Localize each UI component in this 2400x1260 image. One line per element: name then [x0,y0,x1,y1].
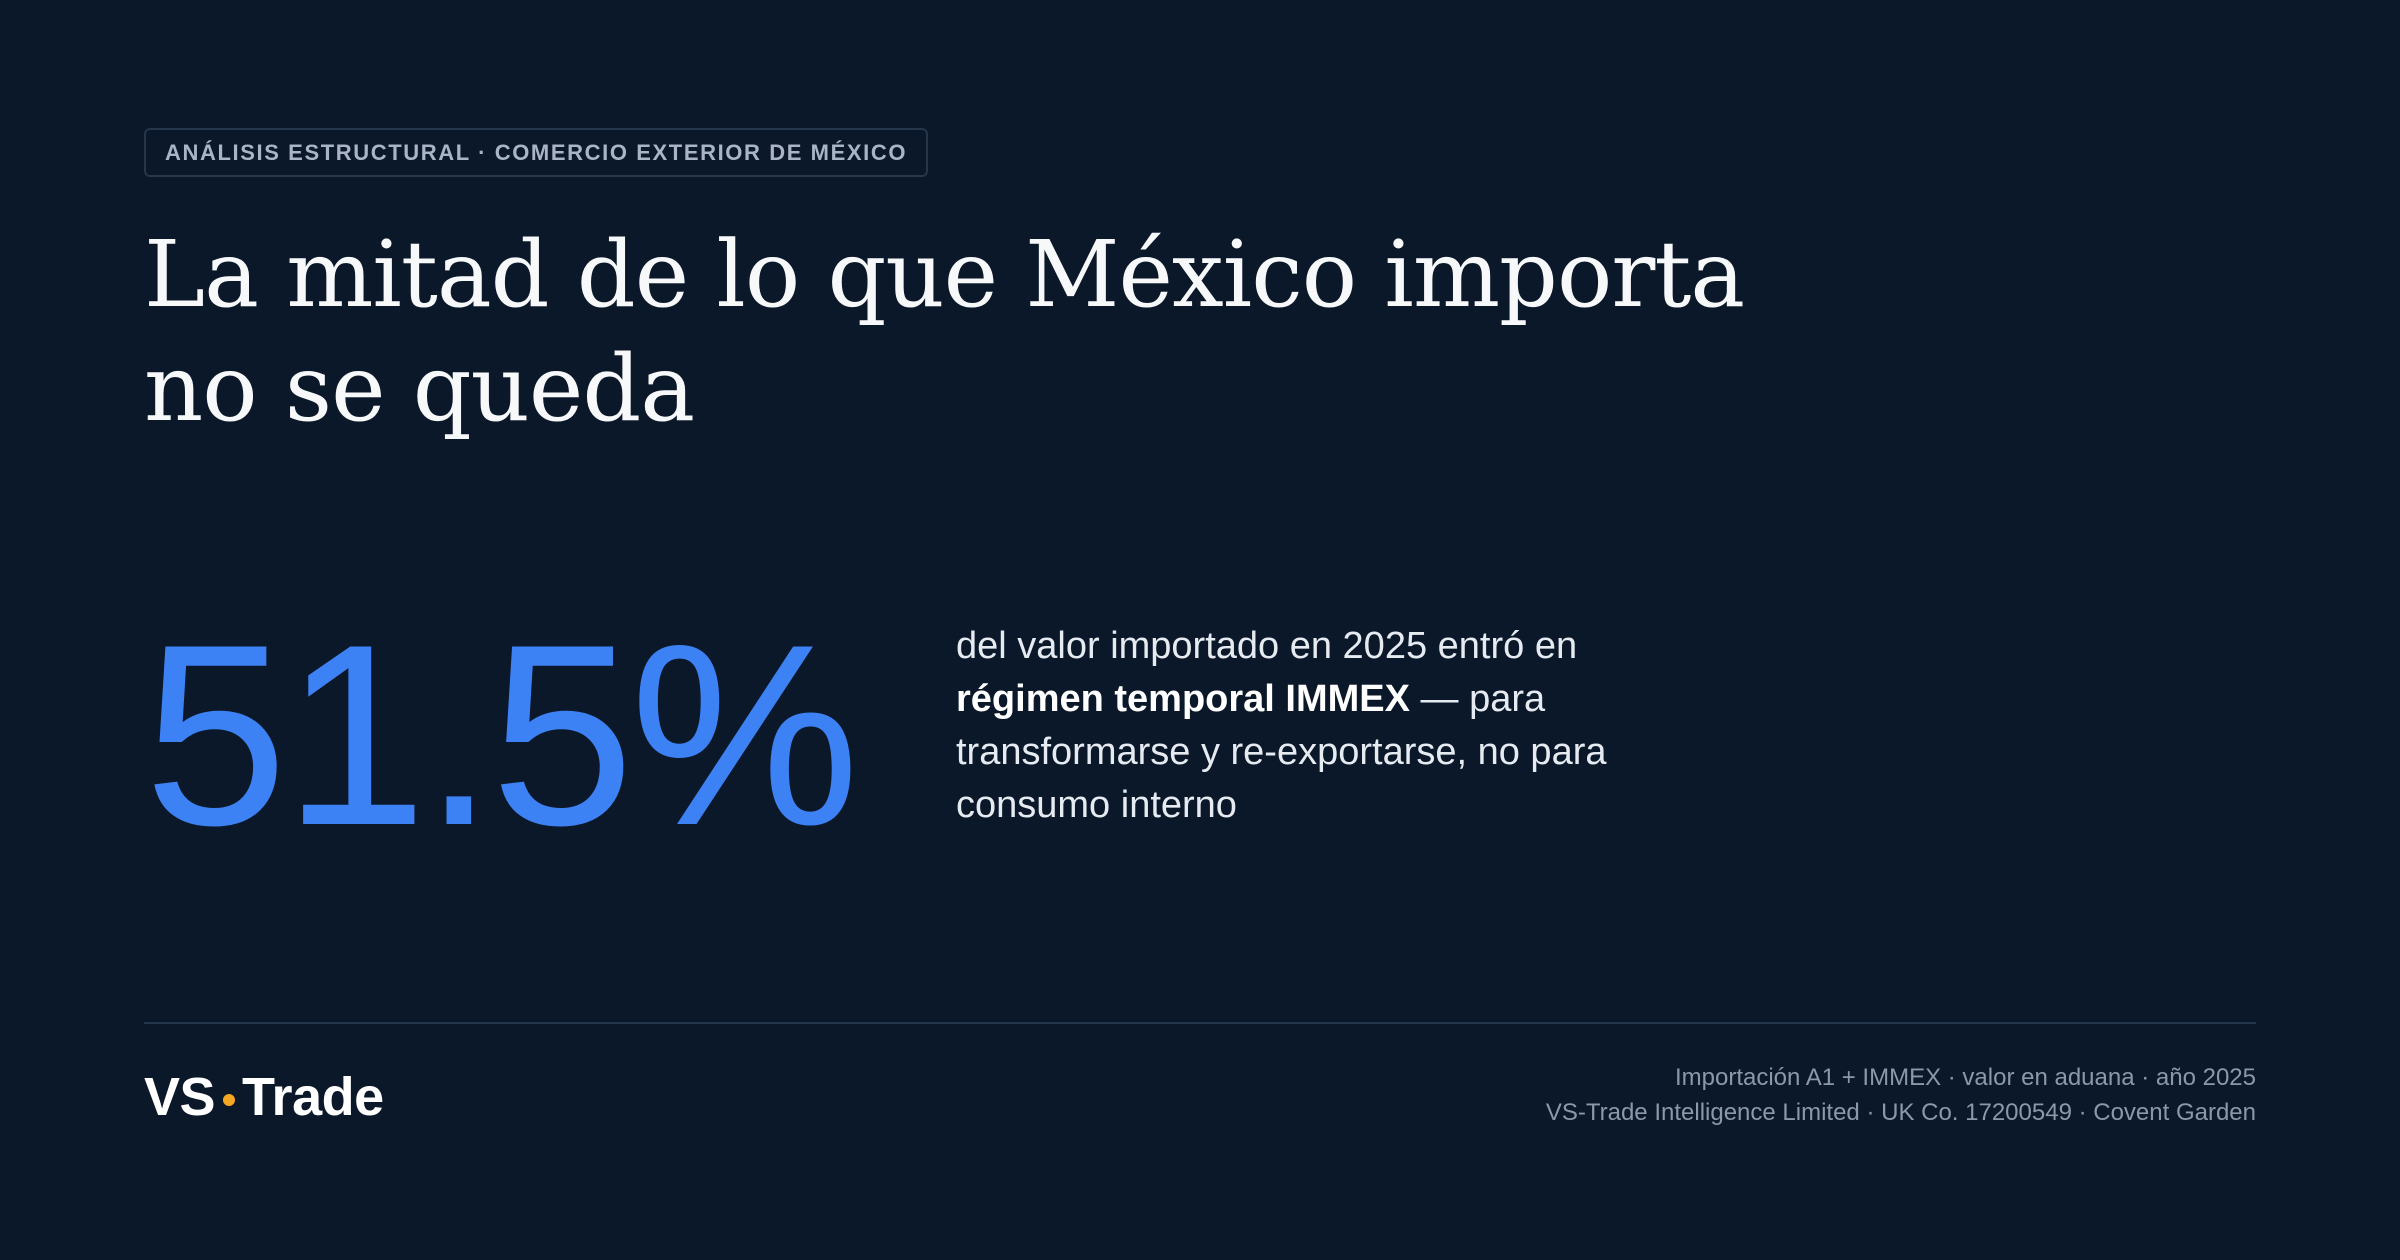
headline: La mitad de lo que México importa no se … [144,221,1745,442]
logo-text-right: Trade [242,1067,384,1127]
brand-logo: VS Trade [144,1066,384,1128]
description-conclusion: — para transformarse y re-exportarse, no… [956,678,1607,826]
statistic-description: del valor importado en 2025 entró en rég… [956,620,1716,832]
source-information: Importación A1 + IMMEX · valor en aduana… [1546,1060,2256,1130]
key-statistic: 51.5% [144,590,860,879]
logo-dot-icon [223,1094,236,1106]
logo-text-left: VS [144,1067,216,1127]
footer-divider [144,1022,2256,1024]
description-intro: del valor importado en 2025 entró en [956,625,1578,667]
description-highlight: régimen temporal IMMEX [956,678,1410,720]
category-label: ANÁLISIS ESTRUCTURAL · COMERCIO EXTERIOR… [165,139,908,165]
category-badge: ANÁLISIS ESTRUCTURAL · COMERCIO EXTERIOR… [144,128,929,177]
company-line: VS-Trade Intelligence Limited · UK Co. 1… [1545,1099,2256,1126]
source-line: Importación A1 + IMMEX · valor en aduana… [1674,1064,2256,1091]
